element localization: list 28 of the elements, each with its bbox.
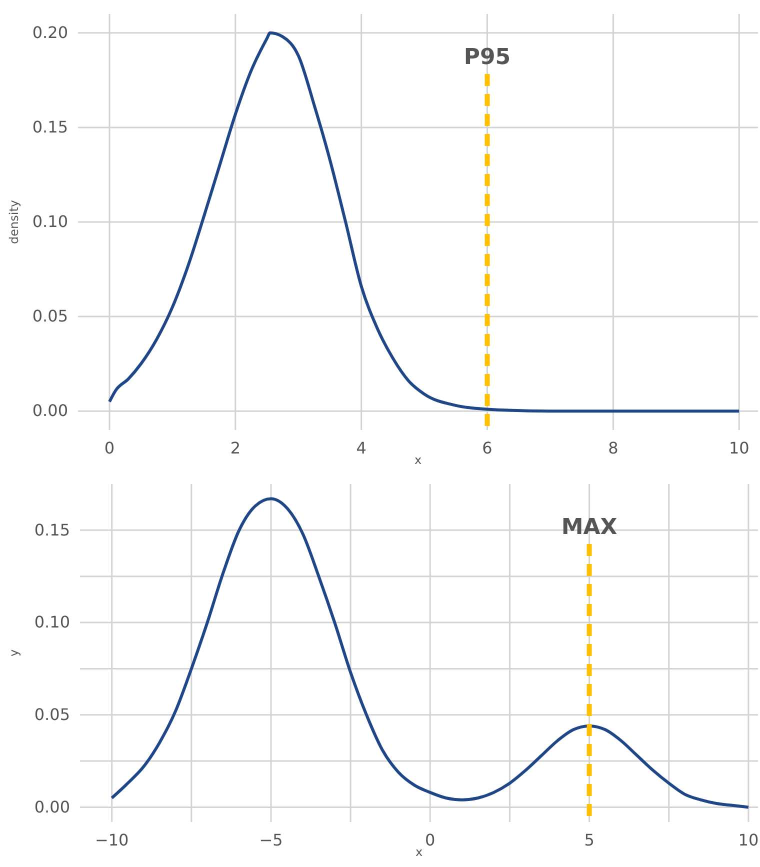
- line-series: [110, 497, 750, 809]
- x-axis-title: x: [415, 845, 423, 859]
- y-axis-title: y: [7, 649, 21, 657]
- y-tick-label: 0.10: [34, 612, 70, 632]
- x-tick-label: 0: [425, 830, 436, 850]
- ref-line-label: MAX: [561, 515, 618, 540]
- x-tick-label: 6: [482, 438, 492, 458]
- y-tick-label: 0.20: [32, 23, 68, 42]
- line-series: [108, 31, 741, 413]
- x-tick-label: 10: [728, 438, 750, 458]
- x-axis-title: x: [414, 453, 422, 467]
- x-tick-label: −5: [259, 830, 283, 850]
- x-tick-label: 5: [584, 830, 594, 850]
- x-tick-label: 4: [356, 438, 366, 458]
- x-tick-label: 0: [104, 438, 115, 458]
- y-tick-label: 0.05: [32, 306, 68, 326]
- x-tick-label: 2: [230, 438, 240, 458]
- y-tick-label: 0.15: [34, 520, 70, 540]
- y-tick-label: 0.00: [32, 401, 68, 420]
- x-tick-label: 8: [608, 438, 618, 458]
- x-tick-label: −10: [94, 830, 129, 850]
- y-axis-title: density: [7, 200, 21, 244]
- ref-line-label: P95: [464, 45, 511, 70]
- y-tick-label: 0.05: [34, 704, 70, 724]
- y-tick-label: 0.00: [34, 797, 70, 816]
- y-tick-label: 0.10: [32, 212, 68, 232]
- y-tick-label: 0.15: [32, 118, 68, 137]
- x-tick-label: 10: [738, 830, 759, 850]
